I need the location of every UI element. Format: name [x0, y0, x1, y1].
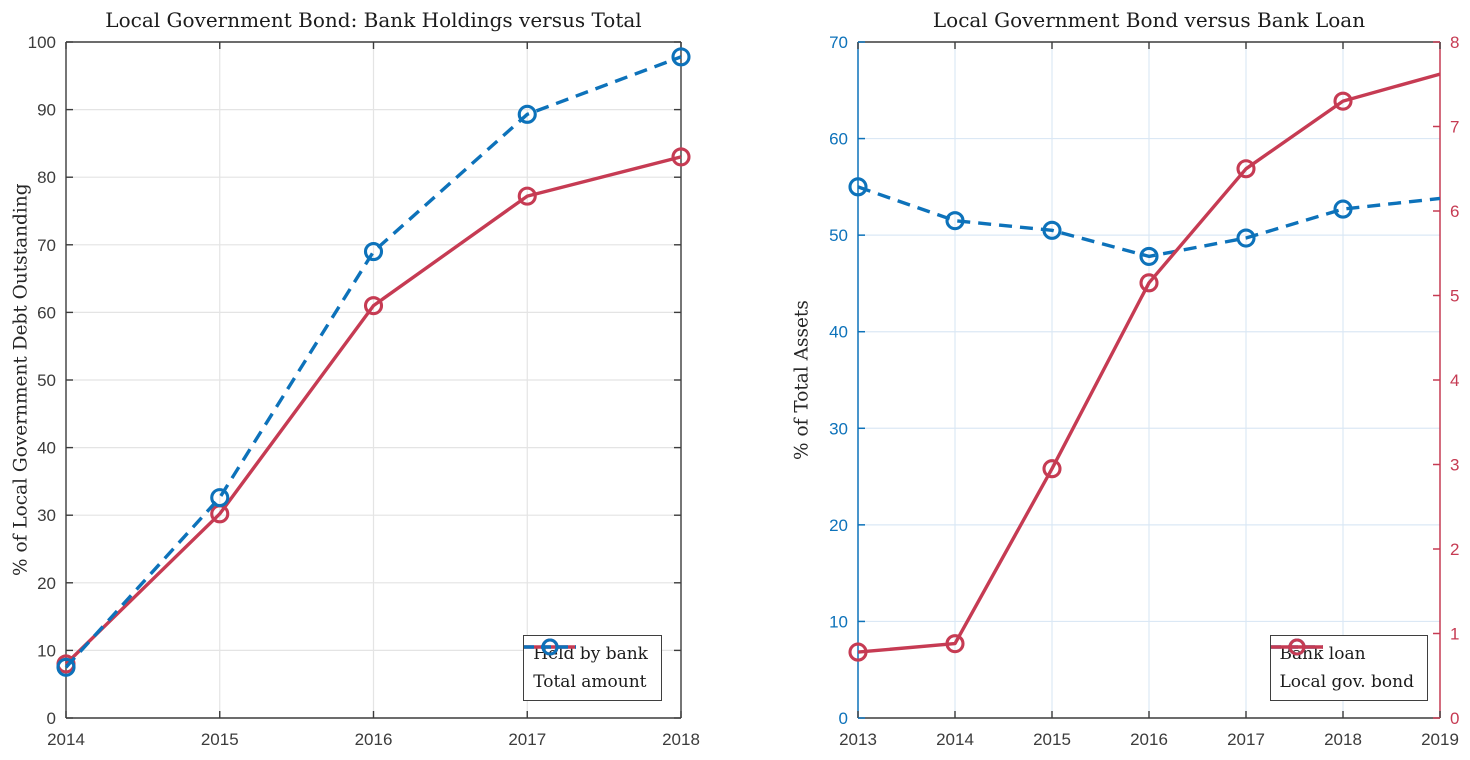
- x-tick-label: 2017: [1227, 730, 1265, 749]
- left-chart-plot-area: 2014 2015 2016 2017 2018 0 10 20 30 40 50 60 70 80 90 1…: [28, 33, 700, 749]
- left-y-tick-label: 50: [829, 226, 848, 245]
- right-y-tick-label: 8: [1450, 33, 1459, 52]
- x-tick-label: 2013: [839, 730, 877, 749]
- data-point-marker-held-by-bank: [363, 296, 384, 316]
- data-point-marker-total-amount: [671, 47, 691, 67]
- data-point-marker-bank-loan: [1236, 228, 1256, 248]
- x-tick-label: 2018: [662, 730, 700, 749]
- y-tick-label: 10: [37, 641, 56, 660]
- data-point-marker-total-amount: [210, 488, 230, 508]
- x-tick-label: 2016: [1130, 730, 1168, 749]
- x-tick-label: 2017: [508, 730, 546, 749]
- left-chart-title: Local Government Bond: Bank Holdings ver…: [105, 8, 642, 32]
- left-y-tick-label: 30: [829, 419, 848, 438]
- y-tick-label: 60: [37, 303, 56, 322]
- data-point-marker-bank-loan: [1042, 220, 1062, 240]
- left-y-tick-label: 20: [829, 516, 848, 535]
- series-line-bank-loan: [857, 185, 1441, 259]
- data-point-marker-bank-loan: [1139, 246, 1159, 266]
- x-tick-label: 2014: [47, 730, 85, 749]
- y-tick-label: 80: [37, 168, 56, 187]
- data-point-marker-total-amount: [363, 242, 384, 262]
- left-y-tick-label: 40: [829, 323, 848, 342]
- right-y-tick-label: 0: [1450, 709, 1459, 728]
- data-point-marker-local-gov-bond: [1236, 159, 1256, 179]
- right-y-tick-label: 3: [1450, 456, 1459, 475]
- y-tick-label: 100: [28, 33, 56, 52]
- legend-label-bank-loan: Bank loan: [1279, 644, 1366, 664]
- left-y-tick-label: 70: [829, 33, 848, 52]
- x-tick-label: 2018: [1324, 730, 1362, 749]
- data-point-marker-bank-loan: [945, 211, 965, 231]
- y-tick-label: 50: [37, 371, 56, 390]
- right-y-tick-label: 4: [1450, 371, 1459, 390]
- data-point-marker-local-gov-bond: [1139, 273, 1159, 293]
- left-y-tick-label: 60: [829, 130, 848, 149]
- right-y-tick-label: 7: [1450, 118, 1459, 137]
- right-y-tick-label: 1: [1450, 625, 1459, 644]
- legend-marker-local-gov-bond: [1287, 638, 1306, 656]
- data-point-marker-local-gov-bond: [848, 642, 868, 662]
- legend-label-held-by-bank: Held by bank: [533, 644, 648, 664]
- right-y-tick-label: 5: [1450, 287, 1459, 306]
- x-tick-label: 2016: [355, 730, 393, 749]
- data-point-marker-bank-loan: [1333, 199, 1353, 219]
- right-chart-title: Local Government Bond versus Bank Loan: [932, 8, 1366, 32]
- left-y-tick-label: 0: [839, 709, 848, 728]
- legend-label-local-gov-bond: Local gov. bond: [1279, 672, 1414, 692]
- y-tick-label: 90: [37, 101, 56, 120]
- y-tick-label: 40: [37, 439, 56, 458]
- left-chart: Local Government Bond: Bank Holdings ver…: [11, 8, 700, 749]
- left-y-tick-label: 10: [829, 612, 848, 631]
- right-y-tick-label: 2: [1450, 540, 1459, 559]
- data-point-marker-bank-loan: [848, 177, 868, 197]
- legend-label-total-amount: Total amount: [533, 672, 647, 692]
- data-point-marker-total-amount: [56, 657, 76, 677]
- data-point-marker-held-by-bank: [517, 186, 537, 206]
- y-tick-label: 30: [37, 506, 56, 525]
- data-point-marker-held-by-bank: [671, 147, 691, 167]
- data-point-marker-total-amount: [517, 104, 537, 124]
- x-tick-label: 2015: [1033, 730, 1071, 749]
- legend-item-total-amount: Total amount: [524, 638, 648, 695]
- x-tick-label: 2014: [936, 730, 974, 749]
- data-point-marker-local-gov-bond: [945, 634, 965, 654]
- legend-marker-total-amount: [541, 638, 559, 656]
- data-point-marker-local-gov-bond: [1042, 459, 1062, 479]
- left-chart-legend: Held by bank Total amount: [523, 635, 662, 701]
- right-chart-legend: Bank loan Local gov. bond: [1269, 635, 1428, 701]
- series-line-total-amount: [64, 55, 682, 669]
- right-chart-plot-area: 2013 2014 2015 2016 2017 2018 2019010203040506…: [829, 33, 1459, 749]
- y-tick-label: 0: [47, 709, 56, 728]
- y-tick-label: 70: [37, 236, 56, 255]
- legend-item-local-gov-bond: Local gov. bond: [1270, 638, 1414, 695]
- legend-line-sample-local-gov-bond: [1270, 638, 1323, 656]
- x-tick-label: 2015: [201, 730, 239, 749]
- data-point-marker-local-gov-bond: [1333, 91, 1353, 111]
- right-y-tick-label: 6: [1450, 202, 1459, 221]
- right-chart: Local Government Bond versus Bank Loan %…: [735, 0, 1470, 760]
- y-tick-label: 20: [37, 574, 56, 593]
- series-line-held-by-bank: [64, 155, 682, 666]
- series-line-local-gov-bond: [857, 72, 1441, 654]
- x-tick-label: 2019: [1421, 730, 1459, 749]
- legend-line-sample-total-amount: [524, 638, 577, 656]
